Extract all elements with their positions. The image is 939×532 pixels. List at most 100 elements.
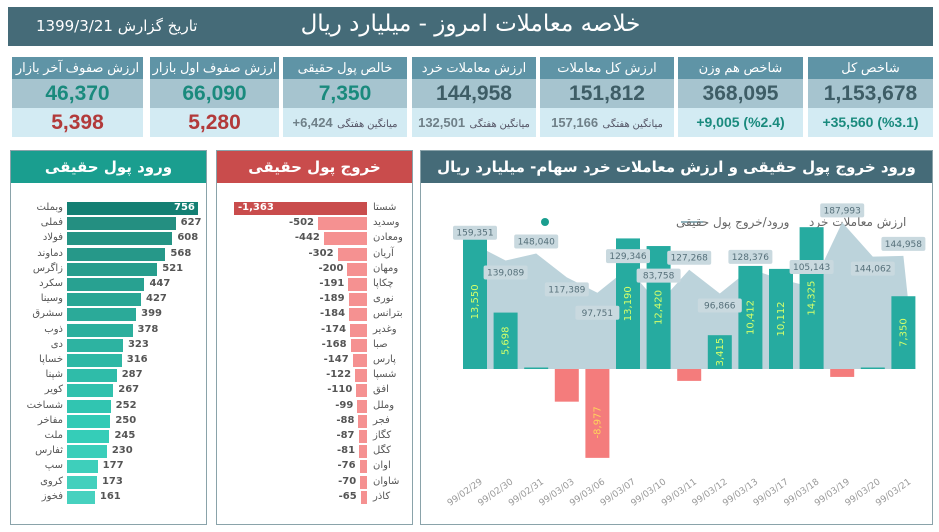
- header-bar: خلاصه معاملات امروز - میلیارد ریال تاریخ…: [8, 7, 933, 46]
- legend-bar-label: ورود/خروج پول حقیقی: [676, 215, 789, 230]
- inflow-bar: [67, 475, 97, 489]
- inflow-row[interactable]: شپنا 287: [11, 369, 208, 383]
- inflow-row[interactable]: فملی 627: [11, 217, 208, 231]
- outflow-symbol: اوان: [373, 460, 391, 472]
- kpi-card: خالص پول حقیقی 7,350 میانگین هفتگی +6,424: [283, 57, 407, 137]
- inflow-row[interactable]: مفاخر 250: [11, 414, 208, 429]
- flow-bar: [707, 335, 732, 369]
- inflow-bar: [67, 399, 111, 413]
- outflow-bar: [359, 445, 367, 459]
- outflow-row[interactable]: شاوان -70: [217, 475, 414, 490]
- inflow-row[interactable]: زاگرس 521: [11, 262, 208, 277]
- kpi-title: شاخص هم وزن: [678, 57, 803, 79]
- inflow-row[interactable]: خساپا 316: [11, 354, 208, 368]
- flow-bar-label: 5,698: [501, 326, 512, 355]
- outflow-row[interactable]: پارس -147: [217, 354, 414, 368]
- outflow-value: -70: [338, 475, 357, 487]
- kpi-sub: 5,398: [51, 111, 104, 134]
- inflow-symbol: ملت: [44, 430, 64, 441]
- retail-value-label-bg: [697, 298, 742, 313]
- outflow-bar: [318, 217, 367, 231]
- retail-value-label-bg: [606, 249, 650, 264]
- inflow-row[interactable]: سشرق 399: [11, 308, 208, 322]
- outflow-symbol: شستا: [373, 202, 397, 213]
- outflow-value: -502: [288, 217, 315, 229]
- outflow-value: -65: [338, 490, 357, 502]
- outflow-row[interactable]: نوری -189: [217, 293, 414, 307]
- inflow-row[interactable]: کروی 173: [11, 475, 208, 490]
- outflow-row[interactable]: افق -110: [217, 384, 414, 398]
- inflow-row[interactable]: شساخت 252: [11, 399, 208, 414]
- inflow-symbol: مفاخر: [37, 414, 63, 426]
- kpi-sub-label: میانگین هفتگی: [337, 119, 398, 130]
- kpi-weekly-avg: 157,166: [551, 115, 599, 130]
- outflow-row[interactable]: ومعادن -442: [217, 232, 414, 246]
- outflow-row[interactable]: آریان -302: [217, 247, 414, 262]
- kpi-title: شاخص کل: [808, 57, 933, 79]
- kpi-value: 151,812: [540, 79, 674, 108]
- inflow-bar: [67, 490, 95, 504]
- inflow-row[interactable]: دی 323: [11, 338, 208, 353]
- inflow-bar: [67, 430, 110, 443]
- kpi-weekly-avg: 132,501: [418, 115, 466, 130]
- legend-bar-swatch: [541, 218, 549, 226]
- outflow-row[interactable]: اوان -76: [217, 460, 414, 474]
- inflow-symbol: ثفارس: [35, 445, 63, 457]
- inflow-symbol: سکرد: [39, 278, 63, 289]
- inflow-row[interactable]: ثفارس 230: [11, 445, 208, 459]
- outflow-bar: [360, 475, 367, 489]
- inflow-value: 252: [115, 399, 137, 411]
- inflow-row[interactable]: وسینا 427: [11, 293, 208, 307]
- inflow-row[interactable]: کویر 267: [11, 384, 208, 398]
- outflow-row[interactable]: بترانس -184: [217, 308, 414, 322]
- outflow-symbol: وسدید: [373, 217, 400, 229]
- outflow-bar: [349, 308, 367, 322]
- outflow-symbol: نوری: [373, 293, 394, 305]
- inflow-row[interactable]: ملت 245: [11, 430, 208, 444]
- outflow-row[interactable]: ومهان -200: [217, 262, 414, 277]
- outflow-symbol: بترانس: [373, 308, 403, 320]
- outflow-row[interactable]: چکاپا -191: [217, 278, 414, 292]
- outflow-row[interactable]: فجر -88: [217, 414, 414, 429]
- inflow-value: 399: [141, 308, 162, 320]
- kpi-card: ارزش کل معاملات 151,812 میانگین هفتگی 157,…: [540, 57, 674, 137]
- report-date-label: تاریخ گزارش: [117, 17, 198, 35]
- outflow-row[interactable]: کگاز -87: [217, 430, 414, 444]
- outflow-symbol: پارس: [373, 354, 396, 365]
- inflow-bar: [67, 414, 111, 428]
- outflow-bar: [358, 430, 367, 443]
- outflow-row[interactable]: وسدید -502: [217, 217, 414, 231]
- inflow-row[interactable]: فخوز 161: [11, 490, 208, 505]
- inflow-row[interactable]: ذوب 378: [11, 323, 208, 338]
- inflow-bar: [67, 354, 122, 367]
- flow-bar-label: 13,190: [623, 286, 634, 321]
- retail-value-label: 129,346: [609, 252, 646, 262]
- kpi-sub-row: میانگین هفتگی 132,501: [412, 108, 536, 137]
- inflow-bar: [67, 308, 137, 322]
- retail-value-label-bg: [881, 236, 926, 251]
- outflow-row[interactable]: وملل -99: [217, 399, 414, 414]
- inflow-value: 287: [121, 369, 143, 381]
- kpi-sub-label: میانگین هفتگی: [469, 119, 530, 130]
- flow-bar-label: 14,325: [807, 281, 818, 316]
- inflow-row[interactable]: وبملت 756: [11, 202, 208, 216]
- outflow-row[interactable]: وغدیر -174: [217, 323, 414, 338]
- inflow-value: 521: [162, 262, 184, 274]
- outflow-row[interactable]: کاذر -65: [217, 490, 414, 505]
- inflow-row[interactable]: دماوند 568: [11, 247, 208, 262]
- inflow-value: 161: [99, 490, 121, 502]
- inflow-row[interactable]: سکرد 447: [11, 278, 208, 292]
- outflow-row[interactable]: صبا -168: [217, 338, 414, 353]
- kpi-change: +35,560 (%3.1): [822, 114, 919, 130]
- flow-bar: [799, 227, 824, 369]
- outflow-row[interactable]: شستا -1,363: [217, 202, 414, 216]
- kpi-sub-row: +9,005 (%2.4): [678, 108, 803, 137]
- retail-value-label-bg: [483, 265, 528, 280]
- outflow-row[interactable]: کگل -81: [217, 445, 414, 459]
- report-date-value: 1399/3/21: [36, 17, 113, 35]
- outflow-row[interactable]: شسپا -122: [217, 369, 414, 383]
- inflow-row[interactable]: فولاد 608: [11, 232, 208, 246]
- inflow-row[interactable]: سپ 177: [11, 460, 208, 474]
- inflow-bar: [67, 247, 166, 261]
- outflow-symbol: افق: [373, 384, 389, 396]
